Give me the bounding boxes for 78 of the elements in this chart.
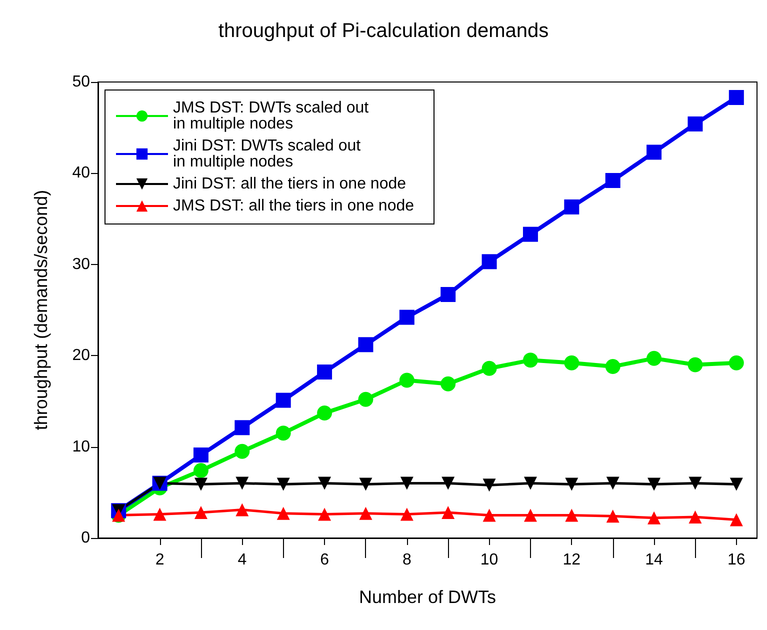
point xyxy=(399,372,414,388)
point xyxy=(193,463,208,478)
point xyxy=(153,508,166,521)
legend-label: Jini DST: DWTs scaled out in multiple nodes xyxy=(173,138,362,170)
point xyxy=(728,355,744,370)
point xyxy=(688,510,702,524)
point xyxy=(276,392,291,408)
point xyxy=(400,508,414,521)
point xyxy=(317,364,332,380)
point xyxy=(564,355,580,370)
point xyxy=(442,476,455,490)
x-axis-title: Number of DWTs xyxy=(358,587,496,607)
y-tick-label: 10 xyxy=(72,438,90,456)
point xyxy=(564,199,580,214)
point xyxy=(688,357,703,372)
point xyxy=(688,116,703,132)
point xyxy=(234,420,250,436)
point xyxy=(317,406,332,421)
point xyxy=(565,478,578,491)
point xyxy=(276,506,290,520)
point xyxy=(606,510,620,523)
point xyxy=(646,144,662,160)
point xyxy=(646,350,662,366)
point xyxy=(730,478,743,491)
point xyxy=(482,360,497,376)
point xyxy=(728,90,744,106)
x-tick-label: 14 xyxy=(645,552,664,568)
legend-label: Jini DST: all the tiers in one node xyxy=(173,176,406,192)
point xyxy=(648,478,661,491)
point xyxy=(606,476,620,490)
y-axis-title: throughput (demands/second) xyxy=(31,190,51,430)
point xyxy=(194,506,208,519)
x-tick-label: 16 xyxy=(728,552,746,568)
point xyxy=(236,476,249,490)
point xyxy=(442,506,455,519)
point xyxy=(400,476,414,490)
y-tick-label: 0 xyxy=(81,530,90,546)
point xyxy=(522,352,538,368)
point xyxy=(358,392,374,407)
point xyxy=(194,478,208,491)
point xyxy=(605,359,620,374)
point xyxy=(730,513,743,526)
point xyxy=(318,476,332,490)
point xyxy=(440,376,456,392)
point xyxy=(318,508,332,521)
point xyxy=(482,508,496,522)
point xyxy=(524,476,537,490)
legend-label: JMS DST: all the tiers in one node xyxy=(173,198,414,214)
point xyxy=(359,506,372,520)
point xyxy=(193,448,208,463)
point xyxy=(440,286,456,302)
chart-title: throughput of Pi-calculation demands xyxy=(218,20,549,42)
point xyxy=(482,254,497,270)
point xyxy=(276,478,290,491)
point xyxy=(234,444,250,459)
legend-label: JMS DST: DWTs scaled out in multiple nodes xyxy=(173,100,370,132)
y-tick-label: 40 xyxy=(72,164,90,182)
x-tick-label: 4 xyxy=(238,552,247,568)
x-tick-label: 12 xyxy=(562,552,581,568)
point xyxy=(524,508,537,522)
x-tick-label: 2 xyxy=(155,552,164,568)
x-tick-label: 8 xyxy=(402,552,412,568)
point xyxy=(359,478,372,491)
point xyxy=(399,310,414,325)
point xyxy=(688,476,702,490)
y-tick-label: 50 xyxy=(72,74,90,90)
point xyxy=(236,503,249,516)
y-tick-label: 20 xyxy=(72,347,90,364)
point xyxy=(482,478,496,492)
x-tick-label: 6 xyxy=(320,552,330,568)
x-tick-label: 10 xyxy=(480,552,498,568)
point xyxy=(605,172,620,188)
point xyxy=(358,337,374,352)
point xyxy=(648,511,661,524)
y-tick-label: 30 xyxy=(72,256,90,273)
point xyxy=(522,226,538,242)
point xyxy=(276,426,291,441)
point xyxy=(565,508,578,522)
